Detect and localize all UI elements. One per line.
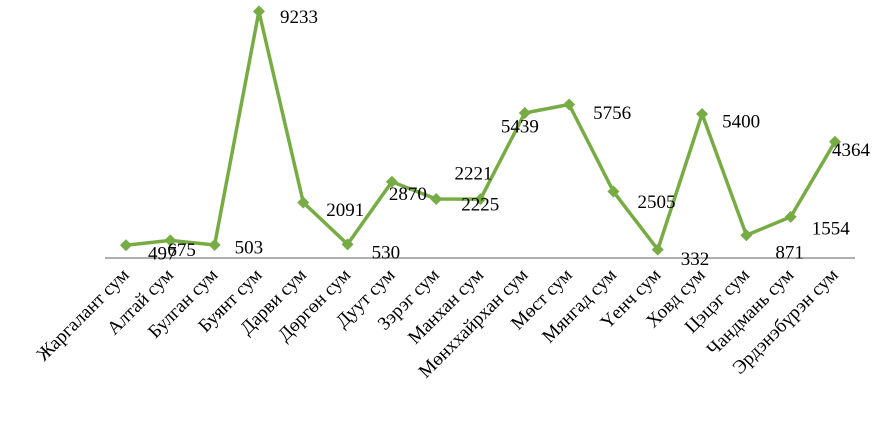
data-point-marker: [784, 210, 797, 223]
data-label: 497: [148, 244, 177, 265]
data-point-marker: [252, 5, 265, 18]
data-label: 5400: [722, 111, 760, 132]
data-label: 5439: [501, 116, 539, 137]
data-point-marker: [208, 239, 221, 252]
data-point-marker: [563, 98, 576, 111]
data-point-marker: [474, 193, 487, 206]
data-label: 2221: [455, 163, 493, 184]
data-label: 4364: [832, 140, 871, 161]
data-point-marker: [607, 185, 620, 198]
data-point-marker: [651, 243, 664, 256]
data-point-marker: [518, 106, 531, 119]
data-markers: [120, 5, 841, 256]
data-point-marker: [696, 107, 709, 120]
data-point-marker: [430, 192, 443, 205]
data-label: 675: [167, 240, 196, 261]
data-label: 2870: [389, 184, 427, 205]
data-label: 530: [372, 243, 401, 264]
data-label: 9233: [280, 7, 318, 28]
data-point-marker: [297, 196, 310, 209]
data-point-marker: [164, 234, 177, 247]
data-label: 1554: [812, 218, 851, 239]
data-point-marker: [740, 229, 753, 242]
data-point-marker: [120, 239, 132, 252]
data-point-marker: [341, 238, 354, 251]
data-label: 332: [681, 249, 710, 270]
data-label: 503: [235, 237, 264, 258]
data-label: 2225: [461, 194, 499, 215]
data-point-marker: [385, 175, 398, 188]
data-label: 871: [775, 243, 804, 264]
data-label: 5756: [593, 103, 631, 124]
data-point-marker: [829, 135, 841, 148]
data-label: 2091: [326, 200, 364, 221]
data-label: 2505: [637, 192, 675, 213]
